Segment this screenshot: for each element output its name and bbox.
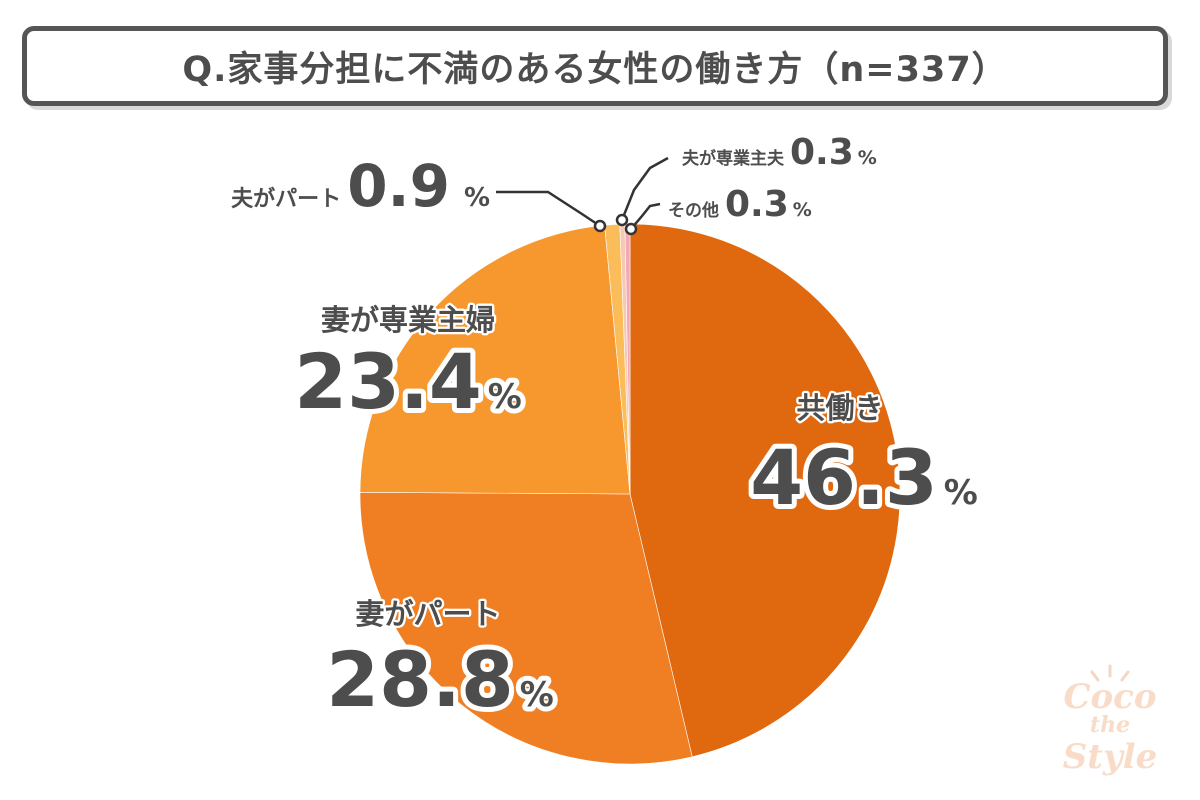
slice-value-number-3: 23.4 bbox=[294, 337, 482, 426]
coco-the-style-logo: Coco the Style bbox=[1063, 664, 1158, 777]
slice-category-label-4: 夫がパート bbox=[231, 186, 341, 212]
leader-line-5 bbox=[620, 156, 669, 221]
slice-category-label-1: 共働き bbox=[796, 391, 883, 425]
slice-value-unit-5: % bbox=[858, 147, 877, 169]
slice-category-label-6: その他 bbox=[668, 200, 719, 221]
pie-slice-1 bbox=[629, 223, 901, 758]
slice-category-label-5: 夫が専業主夫 bbox=[682, 148, 785, 169]
slice-value-unit-1: % bbox=[944, 473, 978, 513]
slice-label-5: 夫が専業主夫 0.3% bbox=[682, 132, 877, 173]
slice-value-label-1: 46.3% bbox=[750, 433, 978, 522]
slice-value-unit-3: % bbox=[488, 377, 522, 417]
slice-value-label-2: 28.8% bbox=[326, 635, 554, 724]
pie-slice-3 bbox=[359, 224, 631, 495]
slice-value-number-5: 0.3 bbox=[790, 132, 854, 173]
slice-value-number-2: 28.8 bbox=[326, 635, 514, 724]
leader-dot-4 bbox=[593, 219, 607, 233]
slice-label-6: その他 0.3% bbox=[668, 184, 812, 225]
watermark-line-3: Style bbox=[1063, 737, 1158, 777]
chart-title-box: Q.家事分担に不満のある女性の働き方（n=337） bbox=[22, 26, 1168, 106]
pie-slice-2 bbox=[359, 492, 693, 765]
leader-dot-6 bbox=[624, 222, 638, 236]
slice-category-label-2: 妻がパート bbox=[355, 597, 500, 631]
slice-category-label-3: 妻が専業主婦 bbox=[321, 303, 495, 337]
slice-value-number-6: 0.3 bbox=[725, 184, 789, 225]
leader-line-4 bbox=[496, 190, 601, 228]
slice-value-unit-4: % bbox=[464, 183, 490, 213]
leader-line-6 bbox=[630, 202, 661, 230]
chart-title: Q.家事分担に不満のある女性の働き方（n=337） bbox=[182, 49, 1008, 90]
slice-value-number-1: 46.3 bbox=[750, 433, 938, 522]
watermark-line-1: Coco bbox=[1063, 677, 1156, 717]
slice-value-number-4: 0.9 bbox=[347, 152, 450, 220]
watermark-line-2: the bbox=[1090, 712, 1130, 738]
leader-dot-5 bbox=[615, 213, 629, 227]
slice-label-4: 夫がパート 0.9% bbox=[231, 152, 490, 220]
slice-value-label-3: 23.4% bbox=[294, 337, 522, 426]
slice-value-unit-6: % bbox=[793, 199, 812, 221]
slice-value-unit-2: % bbox=[520, 675, 554, 715]
